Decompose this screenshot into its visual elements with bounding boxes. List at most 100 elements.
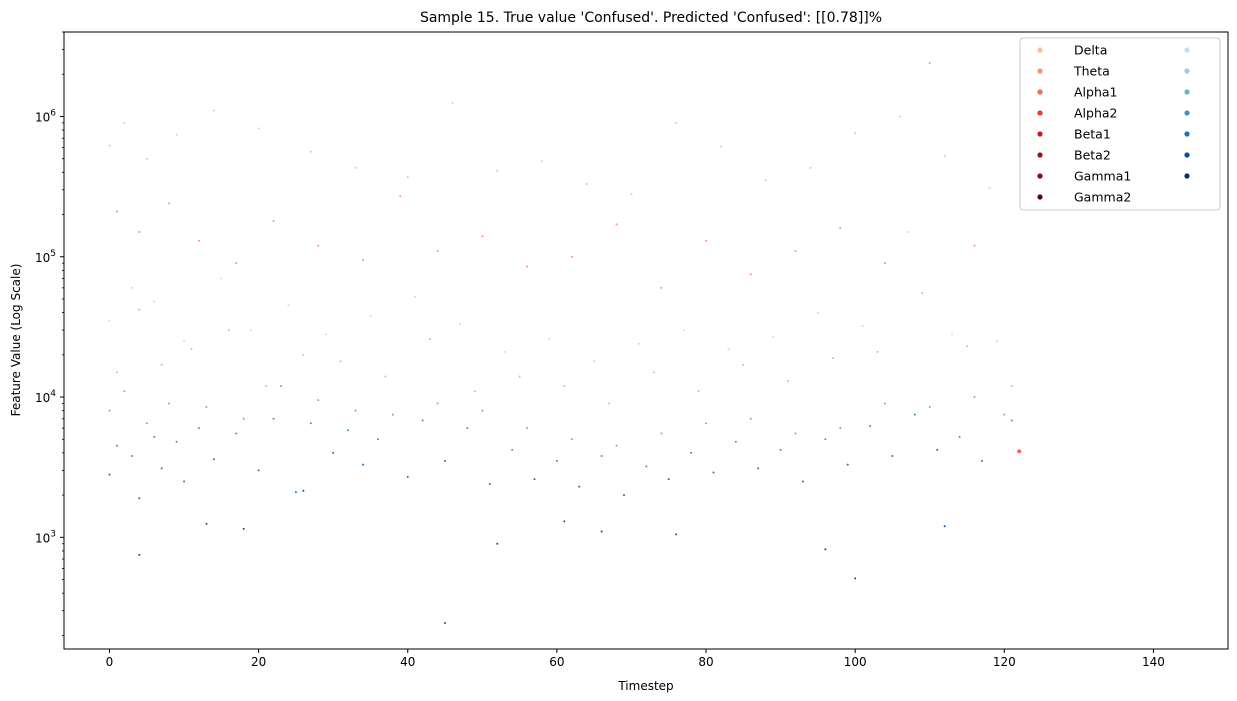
data-point [705,239,708,242]
data-point [145,157,148,160]
data-point [883,402,886,405]
data-point [876,350,879,353]
data-point [108,409,111,412]
data-point [854,132,857,135]
data-point [115,444,118,447]
data-point [488,483,491,485]
legend-marker [1037,110,1043,116]
data-point [980,460,983,463]
data-point [526,427,529,430]
data-point [287,304,290,307]
data-point [973,396,976,399]
data-point [272,417,275,420]
data-point [406,475,409,478]
data-point [921,292,924,295]
legend-marker [1184,110,1190,116]
data-point [705,422,708,425]
y-tick-label: 105 [35,249,56,265]
legend-label: Theta [1073,64,1110,79]
data-point [891,455,894,457]
legend-marker [1184,152,1190,158]
x-tick-label: 100 [844,655,867,669]
data-point [190,348,193,351]
data-point [600,455,603,457]
data-point [160,363,163,366]
data-point [130,286,133,289]
data-point [570,255,573,258]
legend-marker [1184,131,1190,137]
data-point [615,444,618,447]
data-point [183,480,186,483]
legend-label: Beta2 [1074,148,1111,163]
data-point [533,478,536,481]
data-point [145,422,148,425]
data-point [898,115,901,118]
data-point [317,399,320,402]
data-point [585,183,588,186]
data-point [988,186,991,189]
data-point [593,360,596,363]
data-point [518,375,521,378]
data-point [153,300,156,303]
data-point [444,460,447,463]
legend-marker [1037,89,1043,95]
data-point [794,432,797,435]
data-point [764,179,767,182]
data-point [309,150,312,153]
data-point [399,195,402,198]
data-point [205,405,208,408]
data-point [869,425,872,428]
data-point [242,527,245,530]
data-point [130,455,133,457]
chart-title: Sample 15. True value 'Confused'. Predic… [420,10,882,26]
data-point [429,337,432,340]
data-point [667,478,670,481]
data-point [369,314,372,317]
x-tick-label: 0 [106,655,114,669]
data-point [816,311,819,314]
x-tick-label: 140 [1142,655,1165,669]
data-point [824,438,827,441]
data-point [458,323,461,326]
data-point [712,471,715,474]
data-point [682,329,685,332]
legend-label: Beta1 [1074,127,1111,142]
data-point [108,473,111,476]
y-axis-label: Feature Value (Log Scale) [9,264,23,417]
data-point [690,451,693,454]
data-point [496,542,499,545]
data-point [540,160,543,163]
y-tick-label: 103 [35,529,56,545]
data-point [235,432,238,435]
data-point [787,380,790,383]
data-point [854,577,857,580]
legend-marker [1037,173,1043,179]
data-point [235,262,238,265]
legend-marker [1037,152,1043,158]
data-point [212,109,215,112]
x-axis-label: Timestep [617,679,673,693]
legend-label: Alpha1 [1074,85,1118,100]
data-point [563,384,566,387]
data-point [697,390,700,393]
data-point [153,435,156,438]
data-point [839,427,842,430]
data-point [302,489,305,492]
data-point [496,169,499,172]
data-point [175,440,178,443]
x-axis: 0 20 40 60 80 100 120 140 [106,649,1165,669]
data-point [362,258,365,261]
data-point [115,210,118,213]
data-point [384,375,387,378]
legend-marker [1037,68,1043,74]
data-point [354,166,357,169]
data-point [719,145,722,148]
data-point [563,520,566,523]
data-point [951,333,954,336]
x-tick-label: 20 [251,655,266,669]
data-point [608,402,611,405]
data-point [347,429,350,432]
plot-frame [63,31,1229,650]
data-point [138,308,141,311]
